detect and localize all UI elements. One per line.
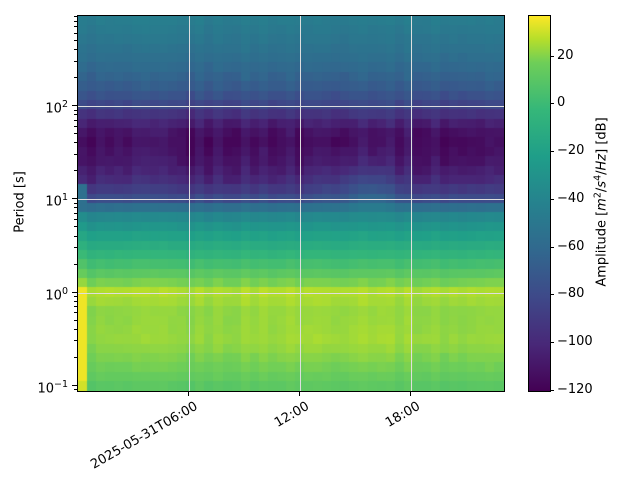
y-minor-tick-mark	[74, 235, 77, 237]
y-tick-mark	[72, 384, 77, 386]
y-tick-mark	[72, 291, 77, 293]
y-minor-tick-mark	[74, 263, 77, 265]
y-minor-tick-mark	[74, 319, 77, 321]
y-minor-tick-mark	[74, 125, 77, 127]
colorbar-tick-mark	[550, 103, 554, 105]
gridline-vertical	[189, 16, 191, 391]
y-minor-tick-mark	[74, 32, 77, 34]
y-minor-tick-mark	[74, 389, 77, 391]
x-tick-mark	[299, 391, 301, 396]
y-minor-tick-mark	[74, 312, 77, 314]
colorbar-label: Amplitude [m2/s4/Hz] [dB]	[592, 117, 609, 286]
colorbar-tick-mark	[550, 390, 554, 391]
colorbar-tick-mark	[550, 294, 554, 296]
colorbar-tick-label: 0	[557, 95, 566, 111]
y-minor-tick-mark	[74, 328, 77, 330]
gridline-vertical	[411, 16, 413, 391]
y-minor-tick-mark	[74, 133, 77, 135]
gridline-horizontal	[78, 292, 504, 294]
y-minor-tick-mark	[74, 247, 77, 249]
y-minor-tick-mark	[74, 340, 77, 342]
y-tick-label: 102	[45, 99, 68, 117]
colorbar-label-exp-m: 2	[592, 192, 604, 199]
colorbar-label-slash2: /	[594, 170, 610, 175]
colorbar-label-suffix: ] [dB]	[594, 117, 610, 154]
colorbar-tick-mark	[550, 342, 554, 344]
gridline-vertical	[300, 16, 302, 391]
plot-area	[77, 15, 505, 392]
colorbar-tick-label: −20	[557, 143, 585, 159]
y-minor-tick-mark	[74, 40, 77, 42]
y-minor-tick-mark	[74, 77, 77, 79]
x-tick-label: 18:00	[382, 399, 423, 431]
y-minor-tick-mark	[74, 142, 77, 144]
colorbar-tick-label: −80	[557, 286, 585, 302]
y-minor-tick-mark	[74, 356, 77, 358]
y-minor-tick-mark	[74, 300, 77, 302]
y-tick-mark	[72, 105, 77, 107]
colorbar-tick-label: −40	[557, 190, 585, 206]
colorbar-tick-label: −100	[557, 334, 593, 350]
colorbar-tick-mark	[550, 151, 554, 153]
colorbar-tick-mark	[550, 246, 554, 248]
y-tick-label: 101	[45, 192, 68, 210]
colorbar-label-prefix: Amplitude [	[594, 210, 610, 287]
y-minor-tick-mark	[74, 207, 77, 209]
colorbar-tick-mark	[550, 55, 554, 57]
y-minor-tick-mark	[74, 114, 77, 116]
colorbar	[528, 15, 551, 392]
x-tick-label: 12:00	[271, 399, 312, 431]
y-tick-label: 100	[45, 285, 68, 303]
colorbar-tick-mark	[550, 198, 554, 200]
y-tick-mark	[72, 198, 77, 200]
y-minor-tick-mark	[74, 26, 77, 28]
y-minor-tick-mark	[74, 295, 77, 297]
colorbar-gradient	[529, 16, 550, 391]
colorbar-tick-label: 20	[557, 47, 574, 63]
colorbar-label-unit-hz: Hz	[594, 153, 610, 171]
y-minor-tick-mark	[74, 226, 77, 228]
y-minor-tick-mark	[74, 119, 77, 121]
colorbar-label-unit-s: s	[594, 180, 610, 188]
x-tick-mark	[188, 391, 190, 396]
y-minor-tick-mark	[74, 21, 77, 23]
y-minor-tick-mark	[74, 170, 77, 172]
colorbar-tick-label: −60	[557, 238, 585, 254]
y-minor-tick-mark	[74, 212, 77, 214]
spectrogram-heatmap	[78, 16, 504, 391]
colorbar-label-unit-m: m	[594, 198, 610, 211]
y-axis-label: Period [s]	[12, 171, 28, 233]
colorbar-tick-label: −120	[557, 382, 593, 397]
y-minor-tick-mark	[74, 306, 77, 308]
y-minor-tick-mark	[74, 49, 77, 51]
colorbar-label-slash1: /	[594, 187, 610, 193]
y-minor-tick-mark	[74, 109, 77, 111]
colorbar-label-exp-s: 4	[592, 174, 604, 181]
y-minor-tick-mark	[74, 202, 77, 204]
gridline-horizontal	[78, 199, 504, 201]
y-tick-label: 10−1	[37, 378, 68, 397]
x-tick-mark	[410, 391, 412, 396]
y-minor-tick-mark	[74, 219, 77, 221]
x-tick-label: 2025-05-31T06:00	[88, 399, 201, 473]
y-minor-tick-mark	[74, 16, 77, 18]
gridline-horizontal	[78, 106, 504, 108]
y-minor-tick-mark	[74, 153, 77, 155]
y-minor-tick-mark	[74, 60, 77, 62]
